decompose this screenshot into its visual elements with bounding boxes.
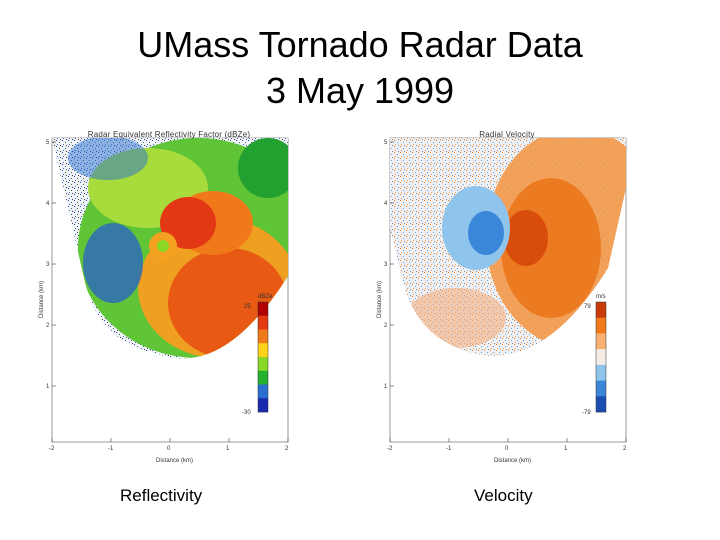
reflectivity-plot-title: Radar Equivalent Reflectivity Factor (dB…	[87, 130, 251, 139]
x-axis-label: Distance (km)	[494, 458, 531, 464]
colorbar-unit: m/s	[596, 294, 606, 300]
colorbar-swatch	[258, 329, 268, 344]
velocity-colorbar	[595, 301, 607, 413]
x-tick-label: 1	[564, 446, 568, 452]
y-tick-label: 4	[384, 201, 388, 207]
reflectivity-caption: Reflectivity	[120, 486, 203, 505]
colorbar-frame	[595, 301, 607, 413]
colorbar-swatch	[258, 357, 268, 372]
colorbar-swatch	[596, 317, 606, 334]
colorbar-swatch	[258, 315, 268, 330]
y-axis-ticks: 5 4 3 2 1	[46, 140, 56, 390]
velocity-panel: m/s 79 -79 -2 -1 0 1 2 5 4 3 2 1 Distance (km) D…	[376, 128, 638, 468]
x-tick-label: 0	[167, 446, 171, 452]
velocity-plot-title: Radial Velocity	[479, 130, 535, 139]
reflectivity-colorbar	[257, 301, 269, 413]
x-axis-label: Distance (km)	[156, 458, 193, 464]
y-tick-label: 1	[384, 384, 388, 390]
colorbar-max-label: 79	[584, 304, 591, 310]
colorbar-swatch	[258, 384, 268, 399]
colorbar-min-label: -30	[242, 410, 251, 416]
y-tick-label: 2	[46, 323, 50, 329]
colorbar-unit: dBZe	[258, 294, 273, 300]
slide-title: UMass Tornado Radar Data 3 May 1999	[0, 22, 720, 114]
x-tick-label: 0	[505, 446, 509, 452]
y-tick-label: 2	[384, 323, 388, 329]
y-tick-label: 3	[46, 262, 50, 268]
y-tick-label: 3	[384, 262, 388, 268]
x-tick-label: -2	[49, 446, 55, 452]
x-tick-label: 2	[623, 446, 627, 452]
colorbar-swatch	[596, 364, 606, 381]
x-tick-label: -1	[108, 446, 114, 452]
colorbar-swatch	[596, 302, 606, 319]
colorbar-max-label: 25	[244, 304, 251, 310]
y-axis-label: Distance (km)	[39, 281, 45, 318]
x-tick-label: 2	[285, 446, 289, 452]
y-tick-label: 5	[46, 140, 50, 146]
colorbar-frame	[257, 301, 269, 413]
x-tick-label: -1	[446, 446, 452, 452]
slide-title-line1: UMass Tornado Radar Data	[137, 24, 583, 65]
velocity-plot: m/s 79 -79 -2 -1 0 1 2 5 4 3 2 1 Distance (km) D…	[377, 137, 627, 464]
colorbar-swatch	[258, 302, 268, 317]
colorbar-swatch	[596, 349, 606, 366]
y-axis-label: Distance (km)	[377, 281, 383, 318]
slide-title-line2: 3 May 1999	[265, 70, 455, 111]
colorbar-swatch	[596, 380, 606, 397]
colorbar-swatch	[258, 398, 268, 413]
x-tick-label: 1	[226, 446, 230, 452]
colorbar-swatch	[258, 343, 268, 358]
colorbar-swatch	[596, 396, 606, 413]
velocity-caption: Velocity	[474, 486, 533, 505]
colorbar-min-label: -79	[582, 410, 591, 416]
y-tick-label: 4	[46, 201, 50, 207]
colorbar-swatch	[258, 370, 268, 385]
velocity-image	[390, 138, 626, 356]
y-axis-ticks: 5 4 3 2 1	[384, 140, 394, 390]
y-tick-label: 1	[46, 384, 50, 390]
y-tick-label: 5	[384, 140, 388, 146]
x-tick-label: -2	[387, 446, 393, 452]
colorbar-swatch	[596, 333, 606, 350]
x-axis-ticks: -2 -1 0 1 2	[387, 438, 627, 452]
x-axis-ticks: -2 -1 0 1 2	[49, 438, 289, 452]
